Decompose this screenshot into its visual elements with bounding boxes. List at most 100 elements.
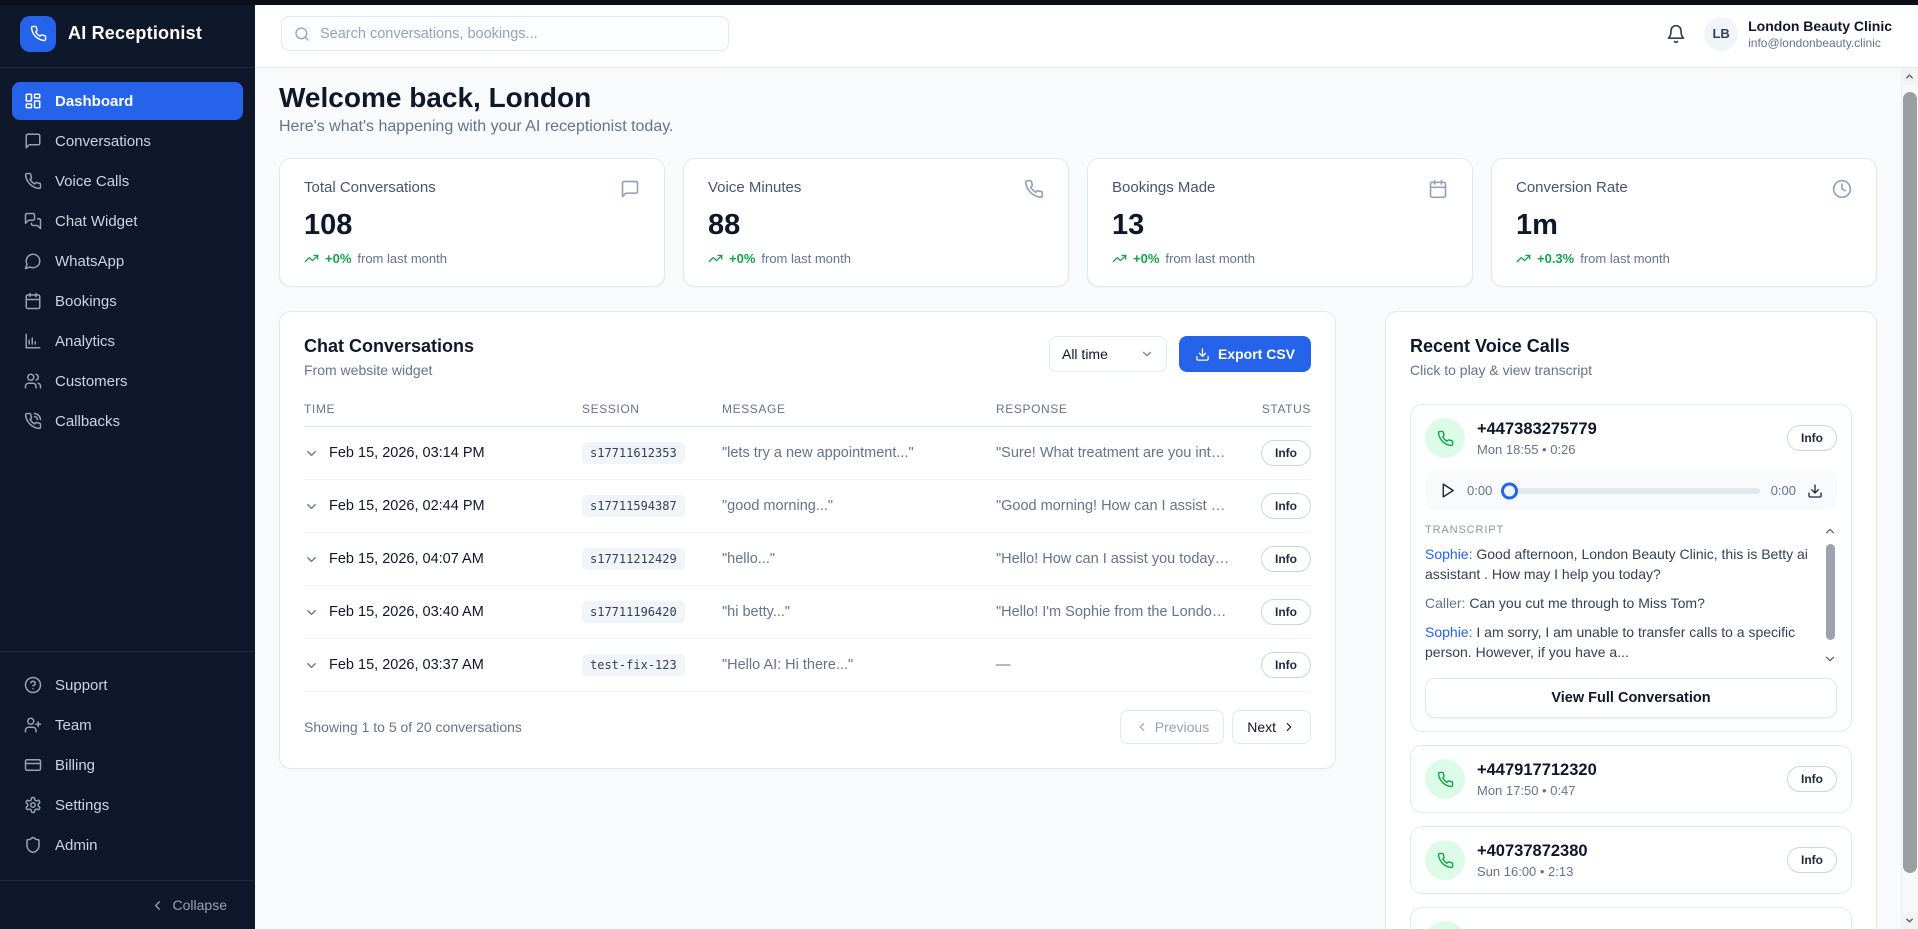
time-filter-value: All time [1061, 346, 1108, 362]
voice-call-card-expanded[interactable]: +447383275779 Mon 18:55 • 0:26 Info 0:00… [1410, 404, 1852, 732]
sidebar-item-label: Customers [55, 372, 128, 390]
export-csv-button[interactable]: Export CSV [1178, 336, 1311, 372]
table-row[interactable]: Feb 15, 2026, 03:37 AM test-fix-123 "Hel… [304, 639, 1311, 692]
info-badge[interactable]: Info [1261, 440, 1311, 466]
user-account-chip[interactable]: LB London Beauty Clinic info@londonbeaut… [1704, 16, 1892, 51]
session-id: s17711594387 [582, 495, 685, 517]
sidebar-footer-nav: Support Team Billing Settings Admin [0, 651, 255, 880]
sidebar-item-customers[interactable]: Customers [12, 362, 243, 400]
call-meta: Mon 17:50 • 0:47 [1477, 782, 1576, 798]
player-slider-knob[interactable] [1501, 482, 1519, 499]
chevron-down-icon[interactable] [304, 605, 319, 620]
info-badge[interactable]: Info [1261, 652, 1311, 678]
pagination-summary: Showing 1 to 5 of 20 conversations [304, 719, 522, 735]
view-full-conversation-button[interactable]: View Full Conversation [1425, 678, 1837, 718]
chevron-down-icon[interactable] [304, 499, 319, 514]
sidebar-item-chat-widget[interactable]: Chat Widget [12, 202, 243, 240]
credit-card-icon [24, 756, 42, 774]
sidebar-item-label: Support [55, 676, 108, 694]
session-id: test-fix-123 [582, 654, 685, 676]
export-csv-label: Export CSV [1217, 346, 1295, 362]
sidebar-item-support[interactable]: Support [12, 666, 243, 704]
sidebar-item-whatsapp[interactable]: WhatsApp [12, 242, 243, 280]
player-seek-slider[interactable] [1501, 482, 1760, 499]
info-badge[interactable]: Info [1261, 546, 1311, 572]
chevron-down-icon[interactable] [304, 552, 319, 567]
stat-card-bookings-made: Bookings Made 13 +0% from last month [1087, 158, 1473, 287]
info-badge[interactable]: Info [1261, 493, 1311, 519]
search-input[interactable] [320, 25, 716, 42]
info-badge[interactable]: Info [1787, 847, 1837, 873]
conversation-message: "good morning..." [722, 498, 834, 514]
page-scrollbar-thumb[interactable] [1903, 92, 1917, 873]
scroll-up-icon[interactable] [1901, 68, 1918, 85]
sidebar-item-label: Voice Calls [55, 172, 130, 190]
info-badge[interactable]: Info [1787, 425, 1837, 451]
next-label: Next [1247, 719, 1276, 735]
stat-value: 88 [708, 209, 741, 241]
sidebar-item-voice-calls[interactable]: Voice Calls [12, 162, 243, 200]
conversation-time: Feb 15, 2026, 03:37 AM [329, 657, 484, 673]
calendar-icon [1428, 179, 1448, 199]
stat-label: Total Conversations [304, 179, 436, 196]
stat-card-voice-minutes: Voice Minutes 88 +0% from last month [683, 158, 1069, 287]
chevron-down-icon[interactable] [304, 658, 319, 673]
bar-chart-icon [24, 332, 42, 350]
chat-conversations-panel: Chat Conversations From website widget A… [279, 311, 1336, 769]
time-filter-select[interactable]: All time [1048, 336, 1167, 372]
voice-call-card[interactable]: +40737872380 Sun 16:00 • 2:13 Info [1410, 826, 1852, 894]
table-row[interactable]: Feb 15, 2026, 04:07 AM s17711212429 "hel… [304, 533, 1311, 586]
help-circle-icon [24, 676, 42, 694]
sidebar-item-bookings[interactable]: Bookings [12, 282, 243, 320]
sidebar-item-conversations[interactable]: Conversations [12, 122, 243, 160]
column-header-status: STATUS [1261, 402, 1311, 416]
voice-call-card[interactable]: +447917712320 Mon 17:50 • 0:47 Info [1410, 745, 1852, 813]
window-top-strip [0, 0, 1918, 5]
session-id: s17711612353 [582, 442, 685, 464]
search-icon [294, 26, 310, 42]
stat-card-total-conversations: Total Conversations 108 +0% from last mo… [279, 158, 665, 287]
sidebar-spacer [0, 442, 255, 651]
voice-call-card[interactable]: Unknown Caller [1410, 907, 1852, 929]
column-header-time: TIME [304, 402, 336, 416]
conversation-message: "hello..." [722, 551, 776, 567]
chevron-left-icon [1135, 720, 1149, 734]
chevron-left-icon [150, 898, 165, 913]
page-scrollbar[interactable] [1901, 68, 1918, 929]
sidebar-item-billing[interactable]: Billing [12, 746, 243, 784]
collapse-label: Collapse [172, 897, 227, 913]
call-meta: Sun 16:00 • 2:13 [1477, 863, 1574, 879]
scroll-up-icon[interactable] [1823, 524, 1837, 538]
user-plus-icon [24, 716, 42, 734]
scroll-down-icon[interactable] [1901, 912, 1918, 929]
sidebar-item-analytics[interactable]: Analytics [12, 322, 243, 360]
chevron-down-icon [1140, 347, 1154, 361]
transcript-scrollbar-thumb[interactable] [1826, 544, 1835, 640]
sidebar-collapse-button[interactable]: Collapse [0, 880, 255, 929]
info-badge[interactable]: Info [1261, 599, 1311, 625]
transcript-text: I am sorry, I am unable to transfer call… [1425, 623, 1796, 660]
scroll-down-icon[interactable] [1823, 652, 1837, 666]
sidebar-item-label: Admin [55, 836, 98, 854]
stat-delta-suffix: from last month [1165, 251, 1255, 266]
transcript-scrollbar[interactable] [1823, 524, 1837, 666]
info-badge[interactable]: Info [1787, 766, 1837, 792]
play-icon[interactable] [1439, 482, 1456, 499]
sidebar-item-dashboard[interactable]: Dashboard [12, 82, 243, 120]
notifications-bell-icon[interactable] [1666, 24, 1686, 44]
trending-up-icon [1112, 251, 1127, 266]
previous-page-button[interactable]: Previous [1119, 710, 1225, 744]
chevron-down-icon[interactable] [304, 446, 319, 461]
conversation-time: Feb 15, 2026, 02:44 PM [329, 498, 485, 514]
clock-icon [1832, 179, 1852, 199]
sidebar-item-settings[interactable]: Settings [12, 786, 243, 824]
next-page-button[interactable]: Next [1232, 710, 1311, 744]
table-row[interactable]: Feb 15, 2026, 03:14 PM s17711612353 "let… [304, 427, 1311, 480]
sidebar-item-admin[interactable]: Admin [12, 826, 243, 864]
conversation-message: "lets try a new appointment..." [722, 445, 914, 461]
sidebar-item-callbacks[interactable]: Callbacks [12, 402, 243, 440]
table-row[interactable]: Feb 15, 2026, 03:40 AM s17711196420 "hi … [304, 586, 1311, 639]
table-row[interactable]: Feb 15, 2026, 02:44 PM s17711594387 "goo… [304, 480, 1311, 533]
download-icon[interactable] [1807, 483, 1823, 499]
sidebar-item-team[interactable]: Team [12, 706, 243, 744]
